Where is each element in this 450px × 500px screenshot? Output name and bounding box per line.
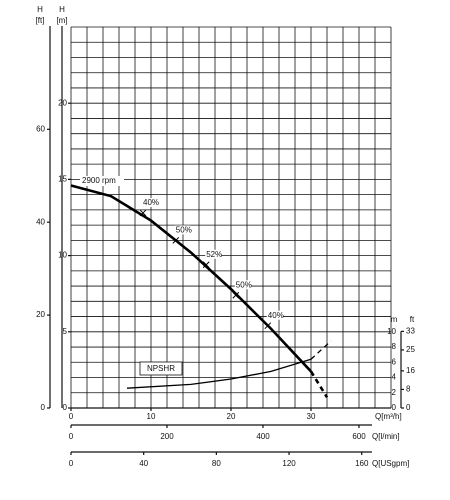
efficiency-marker bbox=[139, 209, 147, 217]
x-tick-label: 0 bbox=[69, 412, 74, 421]
efficiency-label: 40% bbox=[268, 311, 284, 320]
x-tick-label: 10 bbox=[147, 412, 156, 421]
y2-tick-label: 4 bbox=[392, 373, 397, 382]
y-ft-axis-label: H bbox=[37, 5, 43, 14]
efficiency-label: 40% bbox=[143, 198, 159, 207]
y2-tick-label: 0 bbox=[392, 403, 397, 412]
efficiency-label-bg bbox=[234, 280, 251, 290]
curve bbox=[310, 340, 332, 360]
y2-tick-label: 6 bbox=[392, 357, 397, 366]
y2-tick-label: 10 bbox=[387, 327, 396, 336]
y-ft-tick-label: 40 bbox=[36, 217, 45, 226]
y2-ft-tick-label: 25 bbox=[406, 345, 415, 354]
legend-label: NPSHR bbox=[147, 364, 175, 373]
y-ft-tick-label: 60 bbox=[36, 124, 45, 133]
x-axis-label: Q[m³/h] bbox=[375, 412, 402, 421]
y2-axis-label: m bbox=[391, 315, 398, 324]
x3-tick-label: 80 bbox=[212, 459, 221, 468]
x2-tick-label: 600 bbox=[352, 432, 366, 441]
y-ft-tick-label: 20 bbox=[36, 310, 45, 319]
x2-tick-label: 200 bbox=[160, 432, 174, 441]
y-axis-label: [m] bbox=[56, 16, 67, 25]
x3-tick-label: 0 bbox=[69, 459, 74, 468]
y2-tick-label: 8 bbox=[392, 342, 397, 351]
x-tick-label: 20 bbox=[227, 412, 236, 421]
y-tick-label: 5 bbox=[63, 327, 68, 336]
y2-ft-tick-label: 8 bbox=[406, 385, 411, 394]
legend-label: 2900 rpm bbox=[82, 176, 116, 185]
efficiency-marker bbox=[202, 261, 210, 269]
curve bbox=[70, 184, 312, 373]
efficiency-label: 50% bbox=[176, 225, 192, 234]
efficiency-label-bg bbox=[266, 310, 283, 320]
y2-ft-axis-label: ft bbox=[410, 315, 415, 324]
efficiency-label-bg bbox=[174, 225, 191, 235]
x-tick-label: 30 bbox=[307, 412, 316, 421]
efficiency-label: 50% bbox=[236, 280, 252, 289]
y-tick-label: 20 bbox=[58, 98, 67, 107]
y-tick-label: 0 bbox=[63, 403, 68, 412]
x2-tick-label: 0 bbox=[69, 432, 74, 441]
x3-tick-label: 120 bbox=[282, 459, 296, 468]
efficiency-label: 52% bbox=[206, 250, 222, 259]
y2-ft-tick-label: 33 bbox=[406, 326, 415, 335]
efficiency-label-bg bbox=[205, 249, 222, 259]
y-ft-tick-label: 0 bbox=[41, 403, 46, 412]
y2-tick-label: 2 bbox=[392, 388, 397, 397]
legend-box bbox=[139, 361, 183, 376]
y-tick-label: 15 bbox=[58, 175, 67, 184]
curve bbox=[309, 370, 329, 399]
efficiency-marker bbox=[232, 291, 240, 299]
y-tick-label: 10 bbox=[58, 251, 67, 260]
efficiency-label-bg bbox=[142, 197, 158, 207]
y-axis-label: H bbox=[59, 5, 65, 14]
x3-axis-label: Q[USgpm] bbox=[372, 459, 409, 468]
efficiency-marker bbox=[264, 322, 272, 330]
y-ft-axis-label: [ft] bbox=[36, 16, 45, 25]
curve bbox=[126, 358, 312, 389]
x2-axis-label: Q[l/min] bbox=[372, 432, 400, 441]
y2-ft-tick-label: 0 bbox=[406, 403, 411, 412]
legend-box bbox=[80, 176, 124, 186]
x2-tick-label: 400 bbox=[256, 432, 270, 441]
y2-ft-tick-label: 16 bbox=[406, 366, 415, 375]
x3-tick-label: 160 bbox=[355, 459, 369, 468]
x3-tick-label: 40 bbox=[139, 459, 148, 468]
efficiency-marker bbox=[172, 237, 180, 244]
